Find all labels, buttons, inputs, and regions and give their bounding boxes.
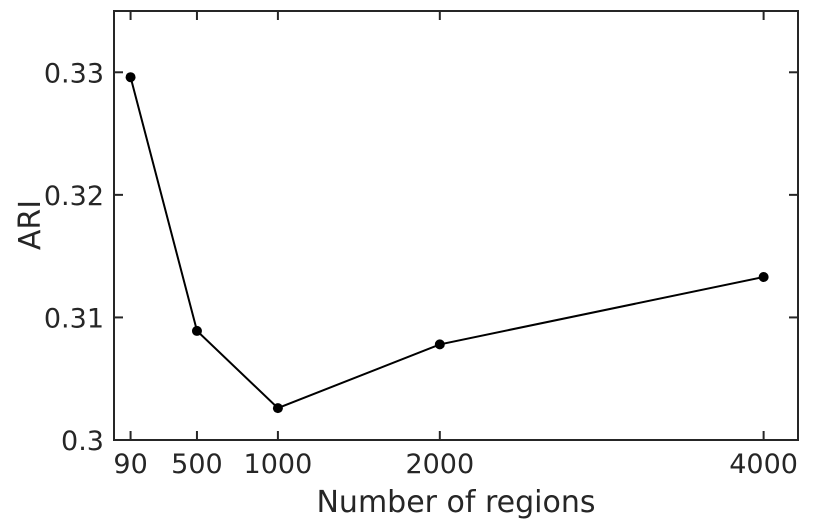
- plot-frame: [113, 10, 799, 441]
- y-tick-label: 0.3: [61, 426, 104, 457]
- data-point: [125, 72, 136, 83]
- data-point: [272, 403, 283, 414]
- x-tick-label: 500: [171, 449, 223, 480]
- data-point: [434, 339, 445, 350]
- series-line: [129, 76, 764, 410]
- data-point: [758, 271, 769, 282]
- y-tick-label: 0.33: [44, 58, 104, 89]
- data-series: [125, 72, 769, 414]
- x-tick-label: 1000: [244, 449, 313, 480]
- x-axis-ticks: 90 500 1000 2000 4000: [113, 11, 798, 480]
- y-axis-ticks: 0.3 0.31 0.32 0.33: [44, 58, 798, 457]
- x-tick-label: 2000: [405, 449, 474, 480]
- data-point: [191, 325, 202, 336]
- x-tick-label: 4000: [729, 449, 798, 480]
- x-axis-label: Number of regions: [316, 485, 595, 520]
- y-tick-label: 0.31: [44, 303, 104, 334]
- y-axis-label: ARI: [13, 200, 48, 250]
- x-tick-label: 90: [113, 449, 147, 480]
- y-tick-label: 0.32: [44, 181, 104, 212]
